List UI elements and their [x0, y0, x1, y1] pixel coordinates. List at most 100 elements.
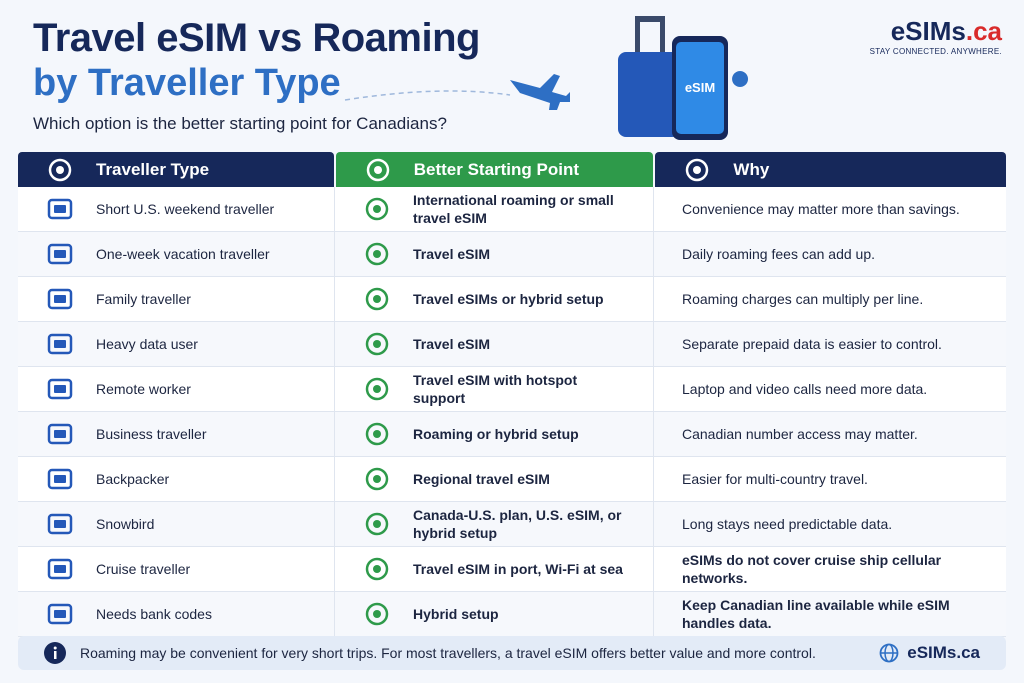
icon	[47, 423, 73, 445]
table-row: Needs bank codes Hybrid setup Keep Canadia…	[18, 592, 1006, 637]
table-cell: Laptop and video calls need more data.	[654, 367, 1006, 411]
brand: eSIMs.ca	[891, 16, 1002, 47]
table-cell: Easier for multi-country travel.	[654, 457, 1006, 501]
cell-text: Needs bank codes	[96, 606, 212, 622]
cell-text: Travel eSIM	[413, 246, 491, 262]
table-cell: Backpacker	[18, 457, 335, 501]
icon	[365, 332, 389, 356]
icon	[365, 242, 389, 266]
column-header: Traveller Type	[18, 152, 334, 187]
table-cell: Business traveller	[18, 412, 335, 456]
icon	[365, 422, 389, 446]
icon	[47, 243, 73, 265]
flight-path	[344, 74, 570, 110]
table-cell: Needs bank codes	[18, 592, 335, 636]
table-cell: Travel eSIM	[335, 322, 654, 366]
cell-text: Snowbird	[96, 516, 155, 532]
tagline: STAY CONNECTED. ANYWHERE.	[869, 47, 1002, 56]
header-row: Traveller Type Better Starting Point Why	[18, 152, 1006, 187]
cell-text: Laptop and video calls need more data.	[682, 381, 928, 397]
cell-text: Keep Canadian line available while eSIM …	[682, 597, 950, 631]
table-cell: Snowbird	[18, 502, 335, 546]
table-cell: Travel eSIM in port, Wi-Fi at sea	[335, 547, 654, 591]
icon	[47, 333, 73, 355]
footer: Roaming may be convenient for very short…	[18, 636, 1006, 670]
icon	[47, 288, 73, 310]
cell-text: International roaming or small travel eS…	[413, 192, 614, 226]
icon	[365, 467, 389, 491]
icon	[686, 158, 709, 181]
table-cell: Roaming charges can multiply per line.	[654, 277, 1006, 321]
cell-text: Travel eSIM	[413, 336, 491, 352]
cell-text: Canadian number access may matter.	[682, 426, 918, 442]
table-row: Short U.S. weekend traveller Internationa…	[18, 187, 1006, 232]
table-cell: Travel eSIM with hotspot support	[335, 367, 654, 411]
table-cell: One-week vacation traveller	[18, 232, 335, 276]
icon	[366, 158, 389, 181]
subtitle: Which option is the better starting poin…	[33, 114, 447, 133]
table-cell: Convenience may matter more than savings…	[654, 187, 1006, 231]
footer-note: Roaming may be convenient for very short…	[80, 645, 816, 661]
table-cell: International roaming or small travel eS…	[335, 187, 654, 231]
cell-text: One-week vacation traveller	[96, 246, 270, 262]
phone-label: eSIM	[685, 80, 715, 95]
footer-brand-wrap: eSIMs.ca	[879, 643, 980, 663]
cell-text: Convenience may matter more than savings…	[682, 201, 960, 217]
icon	[47, 603, 73, 625]
icon	[47, 558, 73, 580]
cell-text: Separate prepaid data is easier to contr…	[682, 336, 942, 352]
table-cell: Daily roaming fees can add up.	[654, 232, 1006, 276]
cell-text: Long stays need predictable data.	[682, 516, 893, 532]
icon	[47, 513, 73, 535]
column-header-text: Better Starting Point	[413, 159, 580, 179]
table-cell: Hybrid setup	[335, 592, 654, 636]
table-cell: Travel eSIMs or hybrid setup	[335, 277, 654, 321]
table-cell: Remote worker	[18, 367, 335, 411]
table-cell: Separate prepaid data is easier to contr…	[654, 322, 1006, 366]
table-cell: Regional travel eSIM	[335, 457, 654, 501]
table-cell: Family traveller	[18, 277, 335, 321]
table-body: Short U.S. weekend traveller Internationa…	[18, 187, 1006, 637]
icon	[365, 197, 389, 221]
table-cell: Travel eSIM	[335, 232, 654, 276]
cell-text: Travel eSIM with hotspot support	[413, 372, 578, 406]
cell-text: Travel eSIMs or hybrid setup	[413, 291, 604, 307]
icon	[365, 557, 389, 581]
cell-text: Roaming charges can multiply per line.	[682, 291, 924, 307]
cell-text: Family traveller	[96, 291, 191, 307]
cell-text: Travel eSIM in port, Wi-Fi at sea	[413, 561, 623, 577]
cell-text: Backpacker	[96, 471, 170, 487]
column-header: Better Starting Point	[335, 152, 654, 187]
table-cell: Canadian number access may matter.	[654, 412, 1006, 456]
column-header-text: Why	[733, 159, 770, 179]
table-cell: Cruise traveller	[18, 547, 335, 591]
cell-text: Heavy data user	[96, 336, 198, 352]
table-row: Business traveller Roaming or hybrid setu…	[18, 412, 1006, 457]
icon	[365, 287, 389, 311]
cell-text: Remote worker	[96, 381, 191, 397]
table-row: Family traveller Travel eSIMs or hybrid s…	[18, 277, 1006, 322]
table-cell: Short U.S. weekend traveller	[18, 187, 335, 231]
title-line-2: by Traveller Type	[33, 62, 341, 104]
table-row: Backpacker Regional travel eSIM Easier for…	[18, 457, 1006, 502]
cell-text: Regional travel eSIM	[413, 471, 550, 487]
cell-text: Roaming or hybrid setup	[413, 426, 579, 442]
table-cell: Heavy data user	[18, 322, 335, 366]
table-row: One-week vacation traveller Travel eSIM Da…	[18, 232, 1006, 277]
brand-name: eSIMs	[890, 16, 966, 46]
table-row: Cruise traveller Travel eSIM in port, Wi-…	[18, 547, 1006, 592]
icon	[365, 602, 389, 626]
cell-text: Daily roaming fees can add up.	[682, 246, 875, 262]
column-header: Why	[655, 152, 1006, 187]
brand-suffix: .ca	[965, 16, 1002, 46]
icon	[365, 377, 389, 401]
table-cell: Roaming or hybrid setup	[335, 412, 654, 456]
cell-text: Easier for multi-country travel.	[682, 471, 868, 487]
cell-text: Short U.S. weekend traveller	[96, 201, 275, 217]
icon	[48, 158, 72, 181]
cell-text: Business traveller	[96, 426, 207, 442]
table-cell: Long stays need predictable data.	[654, 502, 1006, 546]
icon	[47, 468, 73, 490]
table-row: Remote worker Travel eSIM with hotspot su…	[18, 367, 1006, 412]
footer-brand: eSIMs.ca	[907, 643, 980, 662]
